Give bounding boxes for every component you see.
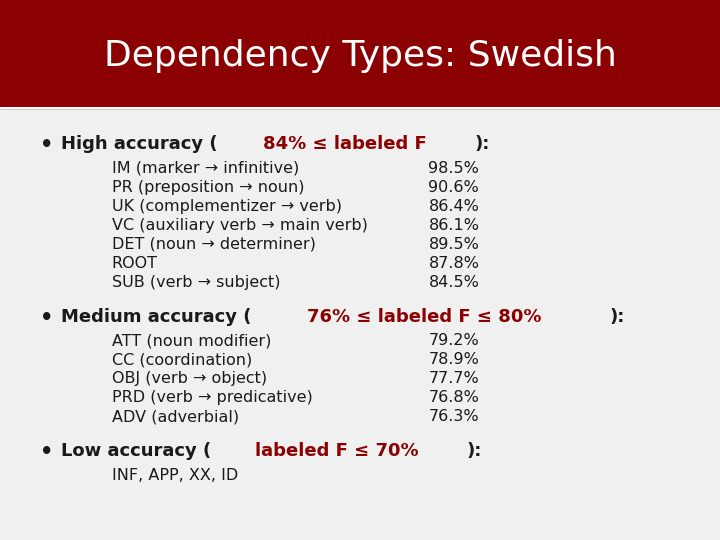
Text: Low accuracy (: Low accuracy ( bbox=[61, 442, 212, 460]
Text: 89.5%: 89.5% bbox=[428, 237, 480, 252]
Text: 78.9%: 78.9% bbox=[428, 352, 480, 367]
Text: UK (complementizer → verb): UK (complementizer → verb) bbox=[112, 199, 341, 214]
Text: ):: ): bbox=[610, 308, 625, 326]
Text: OBJ (verb → object): OBJ (verb → object) bbox=[112, 371, 266, 386]
Text: 98.5%: 98.5% bbox=[428, 160, 480, 176]
Text: High accuracy (: High accuracy ( bbox=[61, 135, 218, 153]
Text: 76.3%: 76.3% bbox=[428, 409, 479, 424]
Text: ):: ): bbox=[467, 442, 482, 460]
Text: ROOT: ROOT bbox=[112, 255, 158, 271]
Text: 84.5%: 84.5% bbox=[428, 275, 480, 289]
Text: 76.8%: 76.8% bbox=[428, 390, 480, 405]
Text: INF, APP, XX, ID: INF, APP, XX, ID bbox=[112, 468, 238, 483]
Text: •: • bbox=[40, 442, 53, 462]
Text: CC (coordination): CC (coordination) bbox=[112, 352, 252, 367]
Text: IM (marker → infinitive): IM (marker → infinitive) bbox=[112, 160, 299, 176]
Text: VC (auxiliary verb → main verb): VC (auxiliary verb → main verb) bbox=[112, 218, 367, 233]
Text: SUB (verb → subject): SUB (verb → subject) bbox=[112, 275, 280, 289]
Text: •: • bbox=[40, 308, 53, 328]
Text: PR (preposition → noun): PR (preposition → noun) bbox=[112, 180, 304, 194]
Text: ADV (adverbial): ADV (adverbial) bbox=[112, 409, 239, 424]
Text: PRD (verb → predicative): PRD (verb → predicative) bbox=[112, 390, 312, 405]
Text: 84% ≤ labeled F: 84% ≤ labeled F bbox=[264, 135, 427, 153]
Text: 90.6%: 90.6% bbox=[428, 180, 479, 194]
Text: ):: ): bbox=[474, 135, 490, 153]
Bar bbox=[0, 0, 720, 108]
Text: DET (noun → determiner): DET (noun → determiner) bbox=[112, 237, 315, 252]
Text: •: • bbox=[40, 135, 53, 155]
Text: 87.8%: 87.8% bbox=[428, 255, 480, 271]
Text: ATT (noun modifier): ATT (noun modifier) bbox=[112, 333, 271, 348]
Text: 86.4%: 86.4% bbox=[428, 199, 480, 214]
Text: Dependency Types: Swedish: Dependency Types: Swedish bbox=[104, 39, 616, 73]
Text: labeled F ≤ 70%: labeled F ≤ 70% bbox=[255, 442, 419, 460]
Text: 86.1%: 86.1% bbox=[428, 218, 480, 233]
Text: 77.7%: 77.7% bbox=[428, 371, 479, 386]
Text: 76% ≤ labeled F ≤ 80%: 76% ≤ labeled F ≤ 80% bbox=[307, 308, 541, 326]
Text: Medium accuracy (: Medium accuracy ( bbox=[61, 308, 252, 326]
Text: 79.2%: 79.2% bbox=[428, 333, 479, 348]
